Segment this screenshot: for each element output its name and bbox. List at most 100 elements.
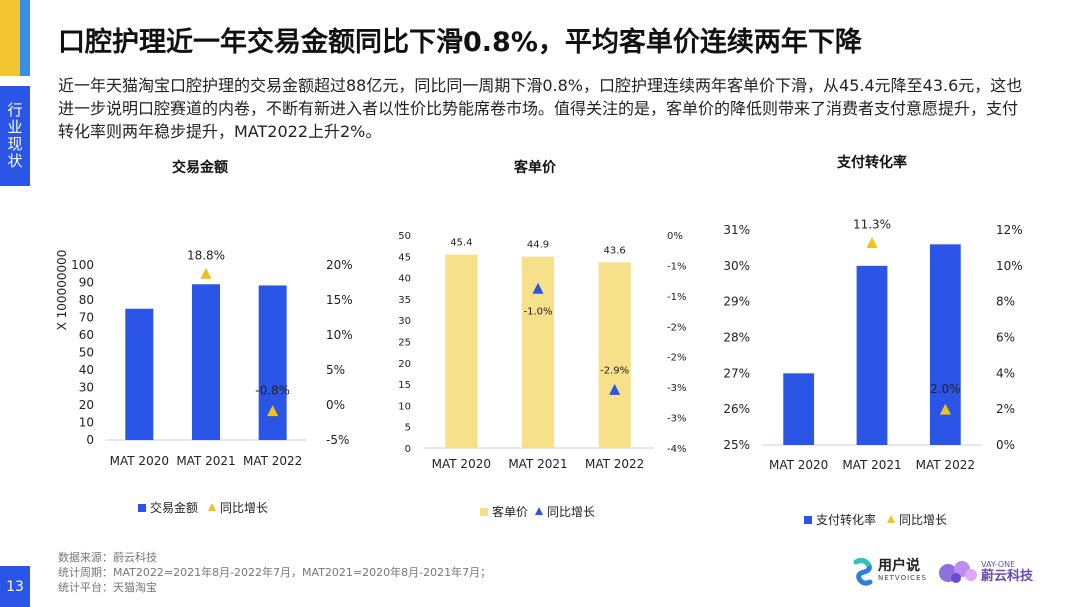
chart3-ytick: 27%: [723, 366, 750, 380]
chart-avg-order-price: 客单价 0 5 10 15 20 25 30 35 40 45 50 -4% -3% -3% -2% -2% -1…: [385, 150, 705, 530]
chart3-y2tick: 4%: [996, 366, 1015, 380]
chart-transaction-amount-svg: 交易金额 X 100000000 0 10 20 30 40 50 60 70 80 90 100 -5%…: [55, 159, 353, 515]
chart3-y2tick: 0%: [996, 438, 1015, 452]
chart1-ytick: 50: [79, 346, 94, 360]
page-title: 口腔护理近一年交易金额同比下滑0.8%，平均客单价连续两年下降: [58, 27, 862, 58]
chart2-bar-label: 44.9: [527, 240, 549, 251]
chart2-ytick: 40: [398, 274, 411, 285]
chart2-legend-label-bar: 客单价: [492, 504, 528, 519]
chart3-legend-swatch-marker: [887, 515, 895, 523]
chart3-y2tick: 6%: [996, 331, 1015, 345]
chart2-ytick: 5: [405, 423, 411, 434]
chart1-xtick: MAT 2021: [176, 454, 235, 468]
footer: 数据来源：蔚云科技 统计周期：MAT2022=2021年8月-2022年7月，M…: [58, 550, 491, 595]
chart3-y2tick: 12%: [996, 223, 1023, 237]
chart3-bar: [929, 244, 961, 445]
vayone-logo-icon: [938, 558, 978, 584]
chart1-marker: [200, 267, 212, 279]
chart1-legend-swatch-bar: [138, 504, 146, 512]
chart2-y2tick: 0%: [667, 231, 683, 242]
chart3-xtick: MAT 2022: [916, 458, 975, 472]
chart1-y2tick: 5%: [326, 363, 345, 377]
chart-conversion-rate-svg: 支付转化率 25% 26% 27% 28% 29% 30% 31% 0% 2% 4% 6% 8% 10% 1…: [723, 154, 1023, 527]
chart1-y2tick: 15%: [326, 293, 353, 307]
chart3-ytick: 26%: [723, 402, 750, 416]
vayone-logo-en: VAY-ONE: [981, 560, 1016, 569]
chart3-y2tick: 8%: [996, 295, 1015, 309]
chart1-legend-label-marker: 同比增长: [220, 501, 268, 515]
chart1-ytick: 40: [79, 363, 94, 377]
chart3-legend-label-bar: 支付转化率: [816, 512, 876, 527]
chart2-ytick: 35: [398, 295, 411, 306]
accent-bar-inner: [20, 0, 30, 76]
chart2-y2tick: -1%: [667, 292, 686, 303]
chart1-ytick: 30: [79, 381, 94, 395]
netvoices-logo-cn: 用户说: [878, 558, 920, 574]
chart1-bar: [125, 308, 154, 440]
chart3-xtick: MAT 2020: [769, 458, 828, 472]
chart1-title: 交易金额: [172, 159, 228, 176]
chart2-ytick: 20: [398, 359, 411, 370]
chart3-y2tick: 10%: [996, 259, 1023, 273]
chart3-y2tick: 2%: [996, 402, 1015, 416]
netvoices-logo-en: NETVOICES: [878, 574, 927, 582]
chart1-ytick: 90: [79, 276, 94, 290]
chart1-ytick: 100: [71, 258, 94, 272]
page-number: 13: [0, 566, 30, 607]
chart2-bar: [445, 254, 478, 448]
chart3-bar: [783, 373, 815, 445]
chart-transaction-amount: 交易金额 X 100000000 0 10 20 30 40 50 60 70 80 90 100 -5%…: [48, 150, 378, 530]
chart3-title: 支付转化率: [836, 154, 907, 171]
chart1-legend-swatch-marker: [208, 503, 216, 511]
chart3-bar: [856, 265, 888, 445]
chart-conversion-rate: 支付转化率 25% 26% 27% 28% 29% 30% 31% 0% 2% 4% 6% 8% 10% 1…: [712, 145, 1052, 530]
chart3-ytick: 25%: [723, 438, 750, 452]
chart1-xtick: MAT 2020: [110, 454, 169, 468]
chart1-marker-label: 18.8%: [187, 248, 225, 262]
chart3-legend-swatch-bar: [804, 516, 812, 524]
chart3-marker: [866, 237, 878, 249]
chart3-xtick: MAT 2021: [842, 458, 901, 472]
chart2-y2tick: -3%: [667, 383, 686, 394]
chart1-y2tick: 0%: [326, 398, 345, 412]
chart2-ytick: 0: [405, 444, 411, 455]
chart2-y2tick: -3%: [667, 414, 686, 425]
chart2-y2tick: -4%: [667, 444, 686, 455]
chart3-ytick: 30%: [723, 259, 750, 273]
chart2-ytick: 45: [398, 252, 411, 263]
chart2-legend-label-marker: 同比增长: [547, 505, 595, 519]
chart3-ytick: 31%: [723, 223, 750, 237]
chart1-marker-label: -0.8%: [255, 384, 290, 398]
chart1-bar: [258, 285, 287, 440]
chart2-xtick: MAT 2021: [508, 457, 567, 471]
chart2-y2tick: -2%: [667, 322, 686, 333]
chart3-ytick: 28%: [723, 331, 750, 345]
chart1-ytick: 10: [79, 416, 94, 430]
chart2-marker-label: -2.9%: [600, 365, 629, 376]
chart2-bar-label: 43.6: [604, 245, 626, 256]
chart2-bar-label: 45.4: [450, 238, 472, 249]
chart1-ytick: 70: [79, 311, 94, 325]
chart3-marker: [939, 403, 951, 415]
chart3-marker-label: 2.0%: [930, 382, 961, 396]
chart1-ylabel: X 100000000: [55, 250, 69, 331]
footer-period: 统计周期：MAT2022=2021年8月-2022年7月，MAT2021=202…: [58, 566, 492, 579]
chart2-legend-swatch-marker: [535, 507, 543, 515]
footer-platform: 统计平台：天猫淘宝: [58, 581, 157, 594]
chart1-bar: [192, 284, 220, 440]
chart1-ytick: 60: [79, 328, 94, 342]
chart2-ytick: 10: [398, 401, 411, 412]
chart1-legend-label-bar: 交易金额: [150, 500, 198, 515]
chart3-legend-label-marker: 同比增长: [899, 513, 947, 527]
page-description: 近一年天猫淘宝口腔护理的交易金额超过88亿元，同比同一周期下滑0.8%，口腔护理…: [58, 76, 1023, 141]
accent-bar: [0, 0, 30, 76]
chart2-ytick: 50: [398, 231, 411, 242]
chart2-marker: [532, 282, 544, 294]
vayone-logo: VAY-ONE 蔚云科技: [938, 558, 1033, 584]
chart2-ytick: 25: [398, 338, 411, 349]
footer-source: 数据来源：蔚云科技: [58, 551, 157, 564]
chart2-marker: [609, 383, 621, 395]
chart1-ytick: 20: [79, 398, 94, 412]
chart1-y2tick: -5%: [326, 433, 349, 447]
netvoices-logo-icon: [852, 557, 874, 586]
